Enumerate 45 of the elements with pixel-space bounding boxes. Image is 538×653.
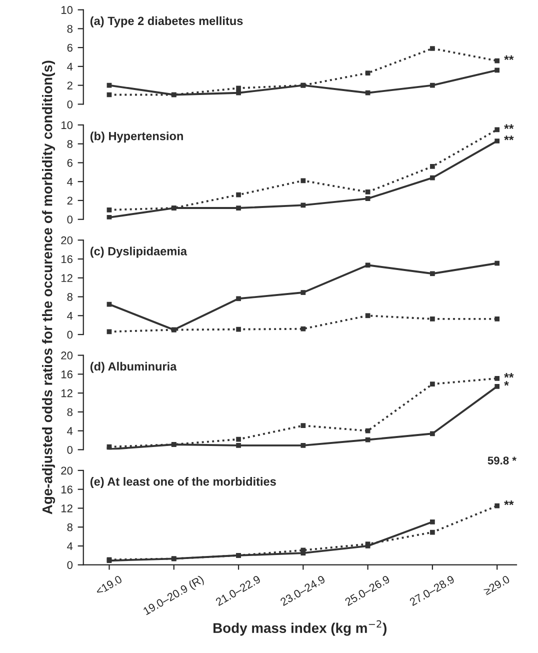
y-tick-label: 12: [61, 504, 72, 512]
y-tick-label: 0: [67, 100, 73, 108]
y-tick-label: 2: [67, 82, 72, 90]
y-tick-label: 4: [67, 427, 73, 435]
y-tick-label: 10: [61, 6, 73, 14]
y-tick-label: 4: [67, 178, 73, 186]
text: (e) At least one of the morbidities: [90, 477, 276, 488]
annotation: **: [504, 124, 514, 129]
y-tick-label: 0: [67, 330, 73, 339]
y-tick-label: 20: [61, 466, 73, 475]
y-tick-label: 2: [67, 196, 72, 204]
y-tick-label: 16: [61, 370, 72, 378]
x-axis-title: Body mass index (kg m$^{−2}$): [214, 620, 386, 636]
y-tick-label: 20: [61, 352, 73, 360]
text: (d) Albuminuria: [90, 362, 177, 373]
text: (b) Hypertension: [90, 132, 183, 143]
y-tick-label: 0: [67, 561, 73, 569]
y-tick-label: 16: [61, 255, 72, 264]
y-tick-label: 20: [61, 236, 73, 244]
y-tick-label: 8: [67, 523, 72, 532]
y-tick-label: 0: [67, 216, 73, 224]
annotation: **: [504, 500, 514, 506]
y-tick-label: 8: [67, 408, 72, 416]
annotation: **: [504, 373, 514, 378]
annotation: *: [504, 381, 509, 386]
text: (a) Type 2 diabetes mellitus: [90, 16, 243, 28]
y-tick-label: 10: [61, 121, 73, 130]
y-tick-label: 4: [67, 62, 73, 70]
y-tick-label: 16: [61, 486, 72, 494]
y-tick-label: 0: [67, 446, 73, 454]
y-tick-label: 6: [67, 44, 72, 52]
y-tick-label: 12: [61, 274, 72, 282]
y-tick-label: 8: [67, 293, 72, 301]
y-tick-label: 4: [67, 542, 73, 550]
y-axis-title: Age-adjusted odds ratios for the occurence of morbidity condition(s): [42, 60, 56, 514]
text: (c) Dyslipidaemia: [90, 246, 188, 258]
text: 59.8 *: [488, 456, 516, 464]
annotation: **: [504, 136, 514, 140]
y-tick-label: 12: [61, 389, 72, 398]
annotation: **: [504, 55, 514, 60]
y-tick-label: 6: [67, 158, 72, 167]
x-tick-label: <19.0: [95, 575, 123, 596]
y-tick-label: 8: [67, 24, 72, 33]
y-tick-label: 8: [67, 140, 72, 148]
y-tick-label: 4: [67, 312, 73, 320]
